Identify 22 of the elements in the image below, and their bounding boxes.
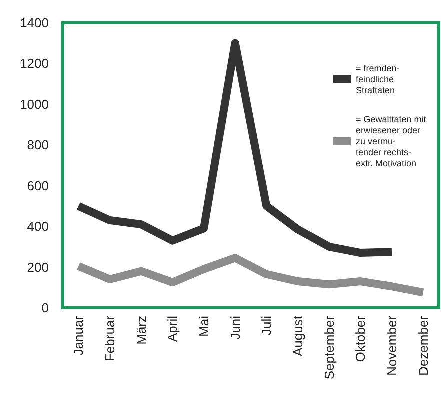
x-tick-label: April xyxy=(165,316,180,342)
x-tick-label: Januar xyxy=(71,315,86,356)
x-tick-label: November xyxy=(384,315,400,376)
y-tick-label: 400 xyxy=(27,219,49,234)
x-tick-label: März xyxy=(134,316,149,345)
x-tick-label: September xyxy=(322,315,337,380)
x-tick-label: Februar xyxy=(102,315,118,362)
y-tick-label: 600 xyxy=(27,178,49,194)
y-tick-label: 1200 xyxy=(20,56,49,72)
x-tick-label: Dezember xyxy=(416,315,431,376)
y-tick-label: 200 xyxy=(27,260,49,275)
y-tick-label: 800 xyxy=(27,138,49,153)
y-tick-label: 0 xyxy=(42,300,49,316)
x-tick-label: Juni xyxy=(228,316,243,340)
x-tick-label: Mai xyxy=(196,316,212,337)
legend-label: = Gewalttaten mit erwiesener oder zu vermu-tender rechts-extr. Motivation xyxy=(356,114,429,168)
y-tick-label: 1000 xyxy=(20,96,49,112)
x-tick-label: Juli xyxy=(259,316,274,336)
legend-label: = fremden-feindliche Straftaten xyxy=(356,64,400,96)
x-tick-label: Oktober xyxy=(353,315,368,362)
x-tick-label: August xyxy=(290,316,306,356)
y-tick-label: 1400 xyxy=(20,16,49,30)
